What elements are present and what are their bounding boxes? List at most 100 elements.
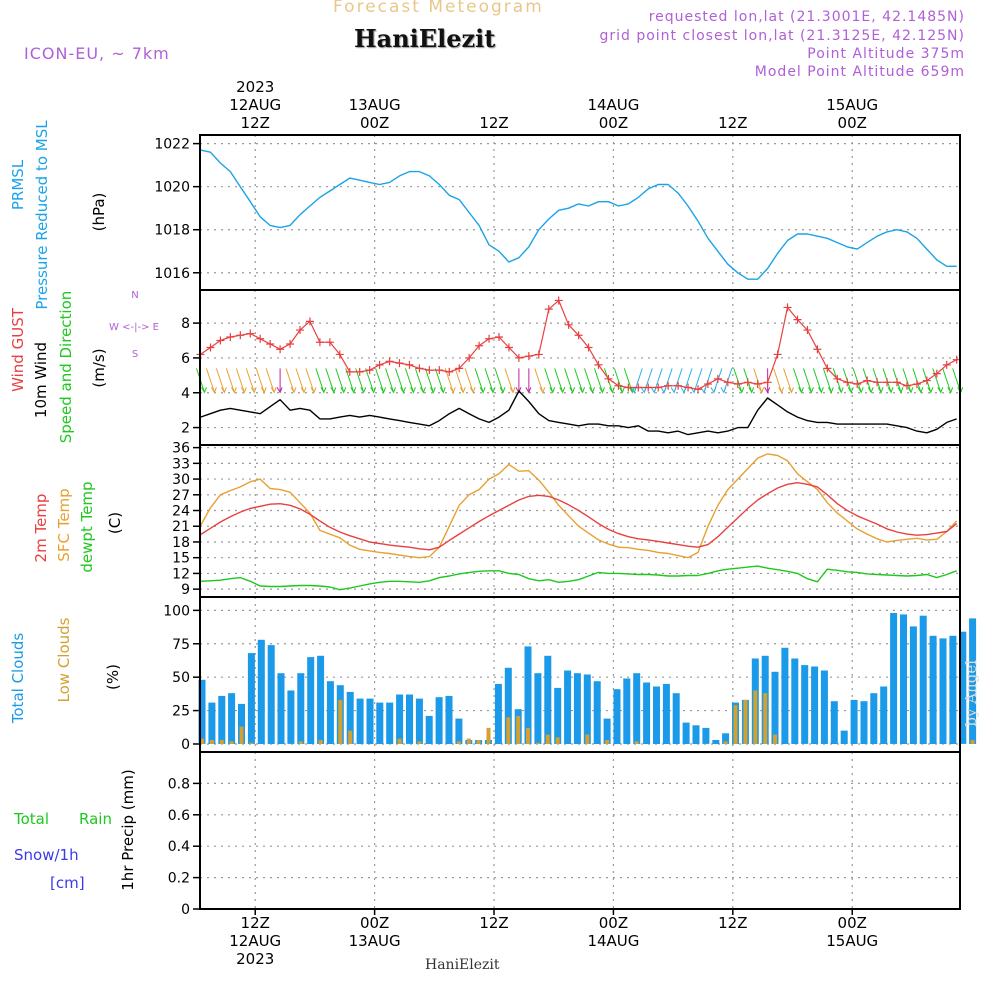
low-cloud-bar <box>545 734 550 744</box>
bottom-time-label: 00Z <box>599 914 628 932</box>
wind-arrow <box>295 368 305 393</box>
gust-marker <box>713 374 722 383</box>
gust-marker <box>813 345 822 354</box>
gust-marker <box>345 367 354 376</box>
wind-arrow <box>534 368 544 393</box>
low-cloud-bar <box>348 730 353 744</box>
wind-arrow <box>554 368 564 393</box>
wind-arrow <box>793 368 802 393</box>
total-cloud-bar <box>247 653 255 744</box>
total-cloud-bar <box>623 678 631 744</box>
precip-unit: 1hr Precip (mm) <box>119 769 137 890</box>
gust-marker <box>733 380 742 389</box>
wind-arrow-head <box>400 387 406 394</box>
watermark: by Angel <box>962 660 980 727</box>
total-cloud-bar <box>613 689 621 744</box>
wind-arrow-head <box>628 387 635 394</box>
wind-arrow-head <box>459 387 466 394</box>
wind-arrow-head <box>380 387 387 394</box>
gust-marker <box>942 360 951 369</box>
total-cloud-bar <box>287 690 295 744</box>
total-cloud-bar <box>198 679 206 744</box>
wind-arrow-head <box>559 387 566 394</box>
low-cloud-bar <box>763 693 768 744</box>
wind-arrow <box>414 368 424 393</box>
gust-marker <box>286 339 295 348</box>
total-cloud-bar <box>900 614 907 744</box>
precip-total-label: Total <box>13 810 49 828</box>
wind-arrow <box>404 368 414 393</box>
total-cloud-bar <box>653 686 660 744</box>
gust-marker <box>703 380 712 389</box>
total-cloud-bar <box>811 666 819 744</box>
wind-arrow <box>822 368 832 393</box>
total-cloud-bar <box>781 647 789 744</box>
total-cloud-bar <box>326 681 334 744</box>
wind-arrow-head <box>808 387 814 394</box>
gust-marker <box>504 343 513 352</box>
gust-marker <box>435 366 444 375</box>
total-cloud-bar <box>791 658 799 744</box>
total-cloud-bar <box>277 673 285 744</box>
wind-direction-label: Speed and Direction <box>57 291 75 444</box>
total-cloud-bar <box>692 725 700 744</box>
wind-arrow-head <box>609 387 615 394</box>
gust-marker <box>495 333 503 342</box>
wind-arrow <box>773 368 783 393</box>
gust-marker <box>475 341 484 350</box>
total-cloud-bar <box>959 631 967 744</box>
gust-marker <box>425 366 434 375</box>
wind-arrow <box>454 368 464 393</box>
total-cloud-bar <box>820 670 828 744</box>
top-time-label: 12Z <box>479 114 508 132</box>
top-time-label: 12AUG <box>229 96 281 114</box>
temp-unit: (C) <box>106 512 124 534</box>
bottom-time-label: 00Z <box>838 914 867 932</box>
wind-arrow-head <box>857 387 864 394</box>
gust-marker <box>385 357 394 366</box>
temp-y-tick-label: 36 <box>172 441 190 457</box>
wind-arrow-head <box>390 387 397 394</box>
wind-arrow-head <box>660 387 667 394</box>
gust-marker <box>932 369 941 378</box>
wind-gust-label: Wind GUST <box>9 307 27 392</box>
low-cloud-bar <box>605 740 610 744</box>
wind-arrow-head <box>710 387 717 394</box>
gust-marker <box>236 331 245 340</box>
gust-marker <box>206 343 215 352</box>
precip-y-tick-label: 0.4 <box>168 839 190 855</box>
wind-arrow-head <box>250 387 257 394</box>
wind-arrow <box>235 368 245 393</box>
wind-arrow <box>464 368 474 393</box>
wind-grid: 2 4 6 8 <box>181 290 960 445</box>
model-label: ICON-EU, ~ 7km <box>24 44 170 63</box>
total-cloud-bar <box>929 635 937 744</box>
wind-arrow-head <box>937 387 944 394</box>
gust-marker <box>853 380 862 389</box>
total-cloud-bar <box>880 686 888 744</box>
total-cloud-bar <box>850 699 858 744</box>
temp-y-tick-label: 30 <box>172 472 190 488</box>
chart-title: Forecast Meteogram <box>333 0 544 17</box>
low-cloud-bar <box>753 690 758 744</box>
low-cloud-bar <box>526 727 530 744</box>
top-time-label: 00Z <box>360 114 389 132</box>
gust-marker <box>694 385 702 394</box>
gust-marker <box>773 350 782 359</box>
gust-marker <box>216 336 225 345</box>
precip-rain-label: Rain <box>79 810 112 828</box>
panel-frame <box>199 289 961 446</box>
gust-marker <box>833 374 842 383</box>
low-cloud-bar <box>397 738 402 744</box>
top-time-label: 00Z <box>838 114 867 132</box>
wind-arrow-head <box>489 387 496 394</box>
gust-marker <box>296 326 304 335</box>
bottom-time-label: 2023 <box>236 950 274 968</box>
low-cloud-bar <box>634 741 639 744</box>
total-cloud-bar <box>702 727 710 744</box>
gust-marker <box>315 338 324 347</box>
low-cloud-bar <box>249 742 254 744</box>
total-cloud-bar <box>504 667 512 744</box>
total-cloud-bar <box>603 718 611 744</box>
